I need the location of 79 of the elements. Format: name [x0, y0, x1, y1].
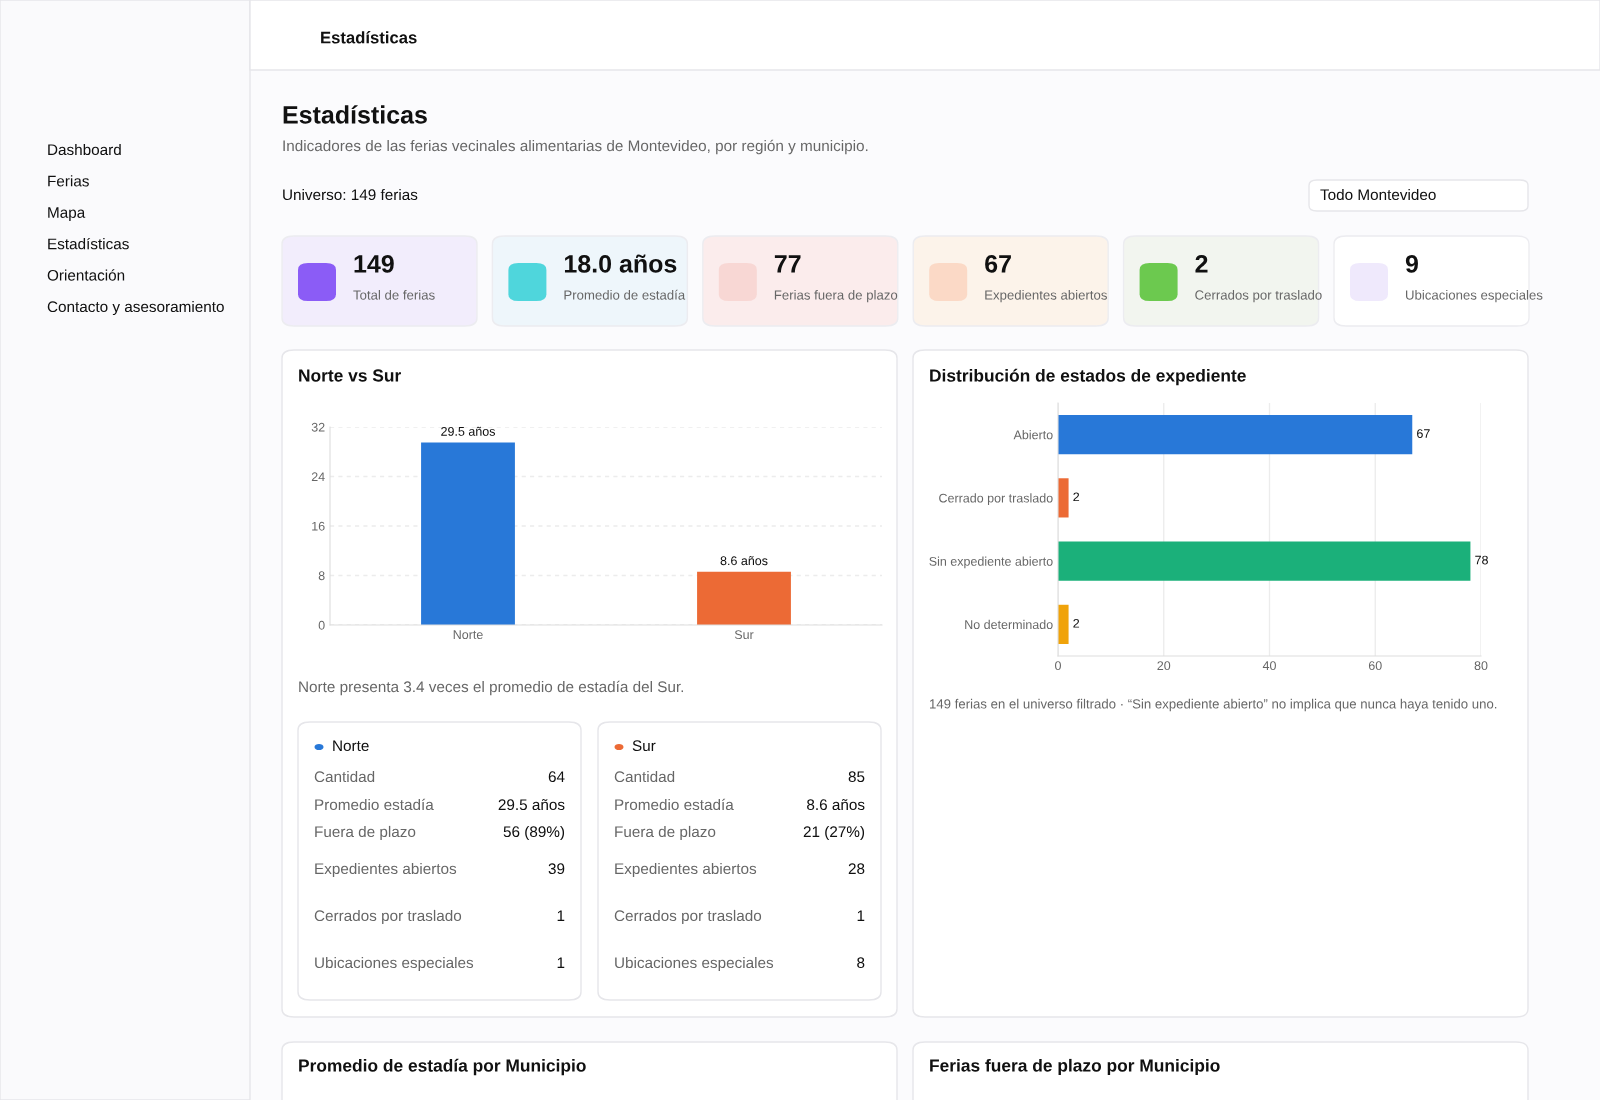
y-tick-label: No determinado [965, 619, 1053, 630]
text: 149 [354, 255, 394, 273]
text: Fuera de plazo [315, 825, 416, 841]
text: 39 [548, 863, 565, 875]
text: Ubicaciones especiales [615, 956, 774, 972]
text: Ubicaciones especiales [315, 956, 474, 972]
text: 56 (89%) [503, 825, 565, 841]
text: Dashboard [48, 143, 121, 156]
bar [1058, 415, 1413, 455]
text: Indicadores de las ferias vecinales alimentarias de Montevideo, por región y municipio. [283, 139, 868, 155]
y-tick-label: 16 [312, 521, 325, 531]
text: 85 [848, 771, 865, 783]
text: Mapa [48, 207, 86, 221]
text: Sur [632, 740, 656, 752]
text: 1 [857, 910, 865, 921]
data-label: 8.6 años [720, 556, 768, 566]
text: 1 [557, 910, 565, 921]
text: 8.6 años [807, 798, 865, 811]
data-label: 78 [1475, 555, 1488, 565]
text: Expedientes abiertos [315, 862, 457, 878]
text: 2 [1195, 255, 1208, 273]
data-label: 2 [1073, 618, 1080, 628]
x-tick-label: 20 [1157, 661, 1171, 671]
text: Promedio de estadía [564, 289, 686, 300]
text: Expedientes abiertos [615, 862, 757, 878]
text: Ferias fuera de plazo por Municipio [930, 1058, 1220, 1076]
x-tick-label: 60 [1368, 661, 1382, 671]
text: Promedio estadía [615, 798, 734, 811]
chart-title: Norte vs Sur [299, 369, 401, 382]
text: Cerrados por traslado [614, 909, 762, 925]
text: Fuera de plazo [615, 825, 716, 841]
y-tick-label: Abierto [1013, 430, 1053, 440]
text: Estadísticas [48, 237, 129, 250]
text: Promedio de estadía por Municipio [299, 1058, 586, 1076]
text: Contacto y asesoramiento [47, 300, 224, 316]
x-tick-label: 80 [1474, 661, 1488, 671]
y-tick-label: 24 [311, 472, 325, 482]
text: 149 ferias en el universo filtrado · “Sin expediente abierto” no implica que nunca haya tenido uno. [930, 698, 1497, 712]
text: Ferias fuera de plazo [774, 290, 898, 303]
text: 9 [1405, 255, 1418, 273]
text: 64 [548, 771, 565, 783]
text: Universo: 149 ferias [283, 188, 418, 201]
text: Orientación [47, 269, 125, 281]
data-label: 29.5 años [441, 426, 495, 436]
bar [1058, 541, 1471, 581]
x-tick-label: 40 [1262, 661, 1276, 671]
text: 8 [857, 957, 865, 969]
bar [1058, 478, 1069, 518]
text: Norte presenta 3.4 veces el promedio de estadía del Sur. [299, 680, 684, 696]
text: 67 [985, 255, 1011, 273]
y-tick-label: 0 [318, 620, 325, 630]
text: Estadísticas [283, 105, 427, 124]
y-tick-label: Sin expediente abierto [929, 556, 1053, 569]
text: 29.5 años [498, 798, 565, 811]
text: Estadísticas [321, 31, 417, 44]
bar [1058, 604, 1069, 644]
text: Ubicaciones especiales [1406, 290, 1543, 303]
y-tick-label: Cerrado por traslado [939, 493, 1053, 505]
text: 28 [848, 863, 865, 875]
text: Cantidad [614, 770, 675, 783]
y-tick-label: 8 [318, 571, 325, 581]
text: 21 (27%) [803, 825, 865, 841]
text: Cantidad [314, 770, 375, 783]
text: Promedio estadía [315, 798, 434, 811]
text: 77 [774, 255, 801, 273]
y-tick-label: 32 [311, 422, 325, 432]
text: Cerrados por traslado [1195, 290, 1322, 303]
text: 1 [557, 957, 565, 968]
text: 18.0 años [564, 254, 677, 273]
chart-title: Distribución de estados de expediente [930, 368, 1246, 386]
data-label: 2 [1073, 492, 1080, 502]
text: Expedientes abiertos [985, 290, 1107, 303]
text: Total de ferias [353, 290, 435, 300]
text: Cerrados por traslado [314, 909, 462, 925]
x-tick-label: 0 [1055, 661, 1061, 671]
data-label: 67 [1417, 429, 1430, 438]
text: Todo Montevideo [1320, 188, 1436, 201]
text: Ferias [48, 175, 89, 187]
text: Norte [333, 740, 369, 752]
